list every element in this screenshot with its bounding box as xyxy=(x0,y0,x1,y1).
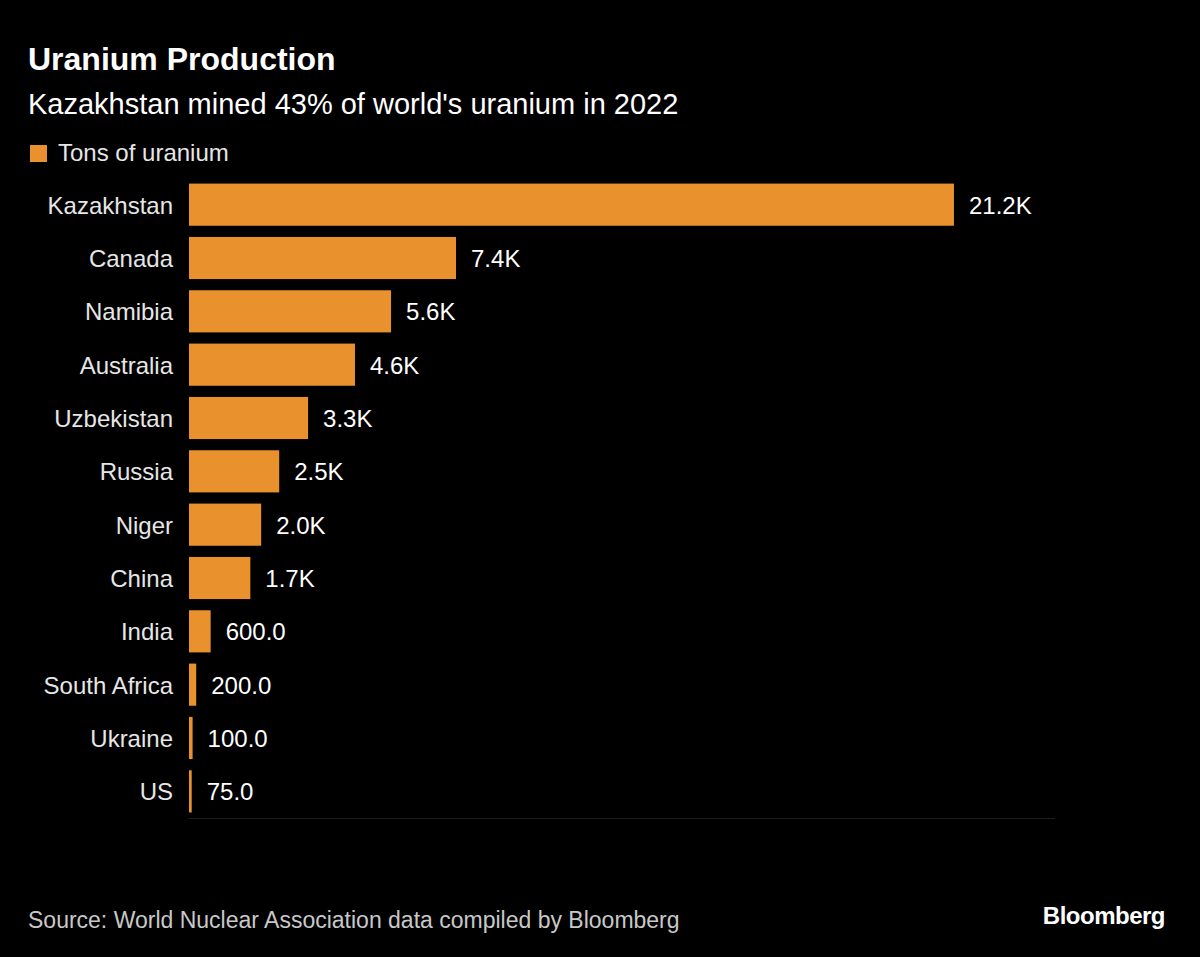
bar xyxy=(189,717,193,759)
category-label: South Africa xyxy=(44,672,174,699)
value-label: 3.3K xyxy=(323,405,372,432)
category-label: US xyxy=(140,778,173,805)
value-label: 5.6K xyxy=(406,298,455,325)
bar xyxy=(189,557,250,599)
category-label: Niger xyxy=(116,512,173,539)
category-label: Canada xyxy=(89,245,174,272)
source: Source: World Nuclear Association data c… xyxy=(28,907,680,933)
category-label: India xyxy=(121,618,174,645)
value-label: 200.0 xyxy=(211,672,271,699)
value-label: 600.0 xyxy=(226,618,286,645)
chart: Uranium Production Kazakhstan mined 43% o… xyxy=(0,0,1200,957)
legend-swatch xyxy=(30,145,47,162)
category-label: Australia xyxy=(80,352,174,379)
bar xyxy=(189,610,211,652)
category-label: Ukraine xyxy=(90,725,173,752)
bar xyxy=(189,397,308,439)
background xyxy=(0,0,1200,957)
value-label: 21.2K xyxy=(969,192,1032,219)
category-label: China xyxy=(110,565,173,592)
bar xyxy=(189,770,192,812)
credit: Bloomberg xyxy=(1043,902,1165,929)
value-label: 1.7K xyxy=(265,565,314,592)
title: Uranium Production xyxy=(28,41,336,77)
bar xyxy=(189,184,954,226)
value-label: 75.0 xyxy=(207,778,254,805)
bar xyxy=(189,344,355,386)
x-axis-line xyxy=(189,818,1055,819)
value-label: 7.4K xyxy=(471,245,520,272)
category-label: Namibia xyxy=(85,298,174,325)
category-label: Uzbekistan xyxy=(54,405,173,432)
value-label: 2.5K xyxy=(294,458,343,485)
bar xyxy=(189,664,196,706)
value-label: 100.0 xyxy=(208,725,268,752)
value-label: 2.0K xyxy=(276,512,325,539)
subtitle: Kazakhstan mined 43% of world's uranium … xyxy=(28,88,678,120)
value-label: 4.6K xyxy=(370,352,419,379)
legend-label: Tons of uranium xyxy=(58,139,229,166)
bar xyxy=(189,290,391,332)
category-label: Kazakhstan xyxy=(48,192,173,219)
bars xyxy=(189,184,954,813)
labels: Kazakhstan 21.2K Canada 7.4K Namibia 5.6K Aust… xyxy=(44,192,1032,806)
bar xyxy=(189,237,456,279)
category-label: Russia xyxy=(100,458,174,485)
bar xyxy=(189,450,279,492)
bar xyxy=(189,504,261,546)
